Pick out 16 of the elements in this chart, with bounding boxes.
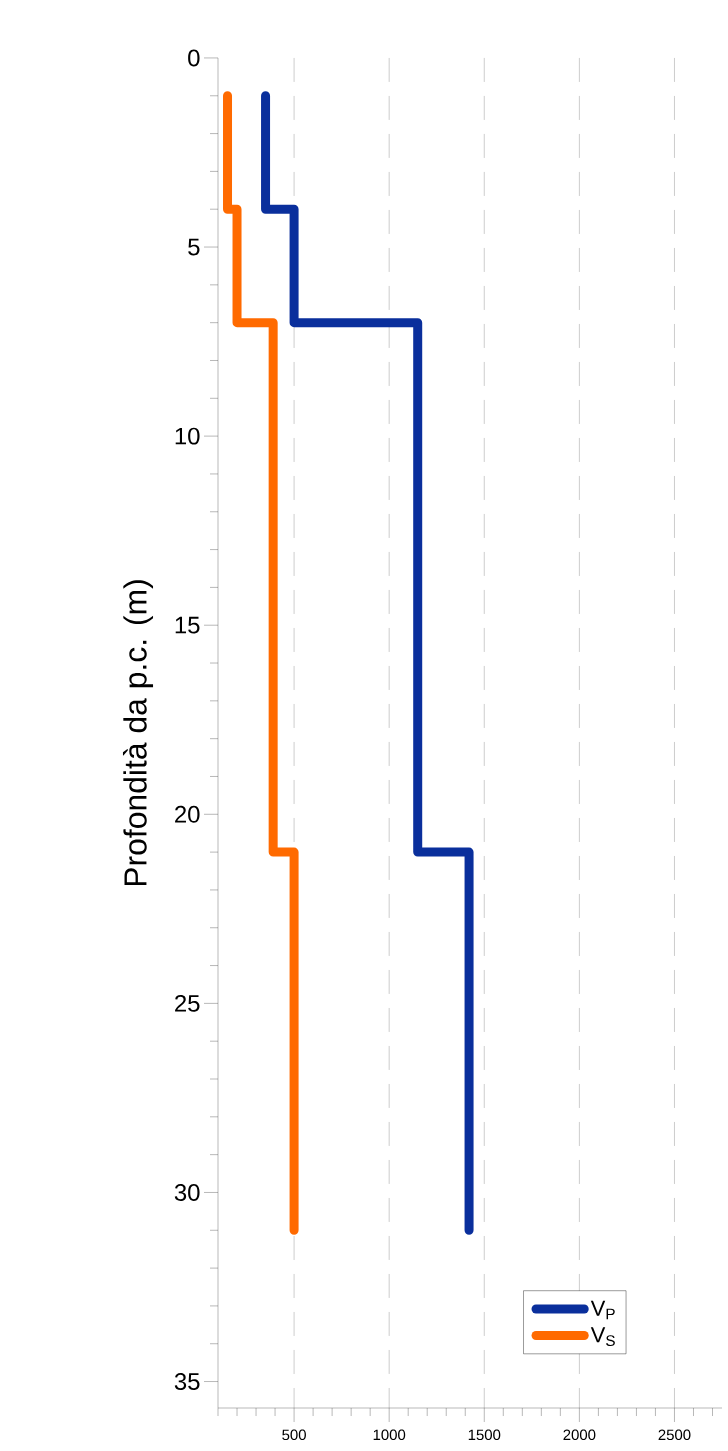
y-axis-title: Profondità da p.c. (m) [122, 580, 154, 886]
y-tick-label: 10 [175, 427, 200, 445]
y-tick-label: 15 [175, 616, 200, 634]
y-tick-label: 25 [175, 994, 200, 1012]
y-tick-label: 0 [188, 49, 200, 67]
x-tick-label: 1000 [373, 1429, 406, 1441]
y-tick-label: 35 [174, 1373, 200, 1391]
legend-label: V$_{P}$ [590, 1300, 615, 1320]
x-tick-label: 1500 [468, 1429, 501, 1441]
legend-label: V$_{S}$ [590, 1327, 615, 1347]
y-tick-label: 5 [188, 238, 200, 256]
y-tick-label: 30 [174, 1184, 200, 1201]
x-tick-label: 2000 [563, 1429, 596, 1441]
y-tick-label: 20 [175, 805, 200, 823]
x-tick-label: 2500 [658, 1429, 691, 1441]
x-tick-label: 500 [282, 1429, 306, 1441]
